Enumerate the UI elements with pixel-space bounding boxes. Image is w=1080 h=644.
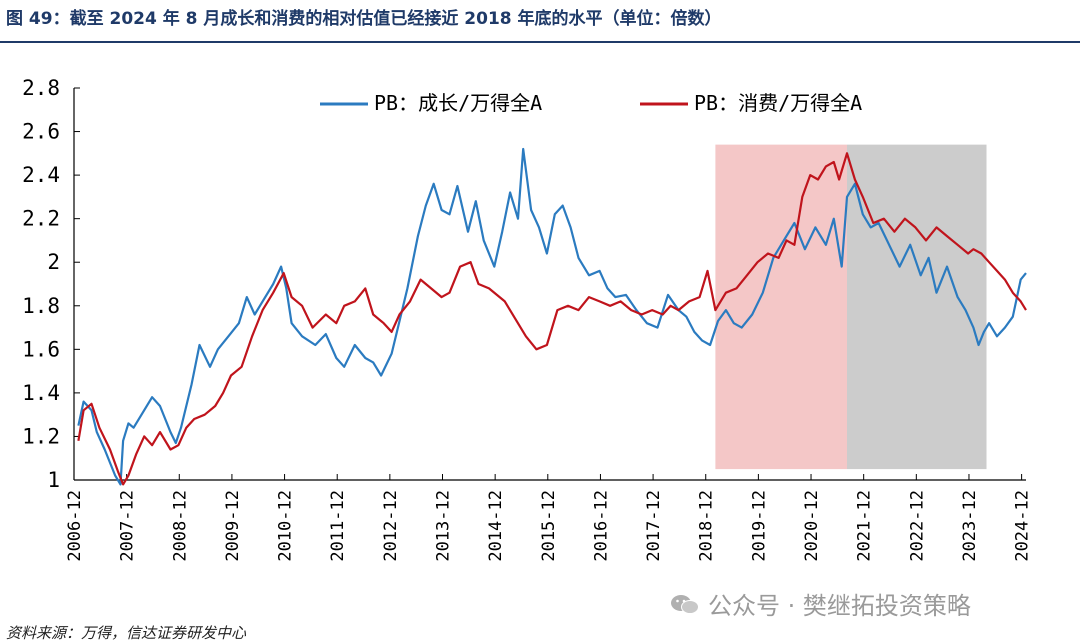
y-tick-label: 2.8 [22,76,60,100]
x-tick-label: 2019-12 [749,490,769,562]
watermark-text: 公众号 · 樊继拓投资策略 [708,592,971,620]
y-tick-label: 2 [47,250,60,274]
legend: PB：成长/万得全A PB：消费/万得全A [320,91,862,115]
y-tick-label: 1 [47,468,60,492]
x-tick-label: 2016-12 [591,490,611,562]
y-tick-label: 1.4 [22,381,60,405]
legend-label: PB：成长/万得全A [374,91,542,115]
y-tick-label: 2.4 [22,163,60,187]
pink-region [715,144,848,470]
x-tick-label: 2006-12 [65,490,85,562]
x-tick-label: 2024-12 [1013,490,1033,562]
y-tick-label: 1.6 [22,337,60,361]
gray-region [847,144,987,470]
series-line-consumer [77,152,1027,486]
watermark: 公众号 · 樊继拓投资策略 [670,586,971,621]
x-tick-label: 2011-12 [328,490,348,562]
x-tick-label: 2007-12 [118,490,138,562]
x-tick-label: 2014-12 [486,490,506,562]
x-tick-label: 2018-12 [697,490,717,562]
x-tick-label: 2008-12 [170,490,190,562]
legend-label: PB：消费/万得全A [694,91,862,115]
x-tick-label: 2010-12 [276,490,296,562]
y-tick-label: 2.2 [22,207,60,231]
x-tick-label: 2012-12 [381,490,401,562]
y-tick-label: 2.6 [22,120,60,144]
chart-title: 图 49：截至 2024 年 8 月成长和消费的相对估值已经接近 2018 年底… [6,9,722,29]
x-tick-label: 2015-12 [539,490,559,562]
x-tick-label: 2017-12 [644,490,664,562]
x-tick-label: 2022-12 [907,490,927,562]
y-axis: 2.8 2.6 2.4 2.2 2 1.8 1.6 1.4 1.2 1 [22,76,80,492]
x-axis: 2006-12 2007-12 2008-12 2009-12 2010-12 2011-… [65,474,1033,562]
title-divider [0,41,1080,43]
y-tick-label: 1.8 [22,294,60,318]
chart: 2.8 2.6 2.4 2.2 2 1.8 1.6 1.4 1.2 1 2006-12 2007-1… [22,76,1033,562]
x-tick-label: 2013-12 [434,490,454,562]
source-note: 资料来源：万得，信达证券研发中心 [6,624,247,642]
x-tick-label: 2023-12 [960,490,980,562]
x-tick-label: 2020-12 [802,490,822,562]
series-line-growth [77,147,1027,486]
x-tick-label: 2021-12 [855,490,875,562]
wechat-icon [671,594,699,614]
series-lines [77,147,1027,486]
x-tick-label: 2009-12 [223,490,243,562]
y-tick-label: 1.2 [22,424,60,448]
